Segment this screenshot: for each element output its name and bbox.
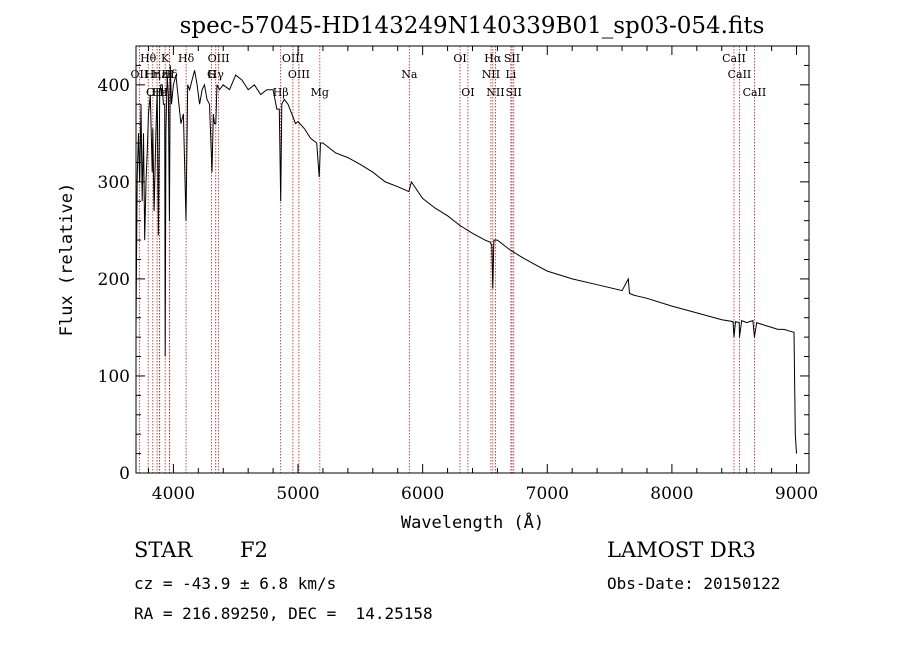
line-marker-label: CaII	[728, 68, 752, 81]
x-tick-label: 4000	[152, 484, 195, 504]
x-tick-label: 8000	[650, 484, 693, 504]
line-marker-label: Hβ	[273, 86, 289, 99]
line-marker-label: NII	[482, 68, 500, 81]
line-marker-label: OIII	[288, 68, 310, 81]
line-marker-label: Hη	[145, 68, 161, 81]
line-marker-label: Na	[401, 68, 418, 81]
line-marker-label: SII	[506, 86, 522, 99]
observation-date: Obs-Date: 20150122	[607, 574, 781, 593]
y-tick-label: 300	[98, 173, 130, 193]
line-marker-label: Hα	[484, 52, 502, 65]
line-marker-label: SII	[504, 52, 520, 65]
y-tick-label: 0	[119, 464, 130, 484]
survey-name: LAMOST DR3	[607, 538, 756, 562]
object-subclass: F2	[240, 538, 268, 562]
line-marker-label: Hθ	[140, 52, 157, 65]
y-axis-ticks: 0 100 200 300 400	[98, 45, 809, 484]
line-marker-label: CaII	[743, 86, 767, 99]
y-tick-label: 100	[98, 367, 130, 387]
y-tick-label: 200	[98, 270, 130, 290]
line-marker-label: OI	[453, 52, 466, 65]
line-marker-label: OIII	[282, 52, 304, 65]
coordinates: RA = 216.89250, DEC = 14.25158	[134, 604, 433, 623]
line-marker-label: Li	[505, 68, 516, 81]
object-class: STAR	[134, 538, 193, 562]
line-marker-label: G	[207, 68, 216, 81]
line-marker-label: OI	[461, 86, 474, 99]
line-marker-label: OIII	[208, 52, 230, 65]
line-marker-label: K	[161, 52, 170, 65]
y-axis-label: Flux (relative)	[57, 183, 77, 337]
line-marker-label: Hε	[152, 68, 168, 81]
emission-line-labels: HθOIIHηHεKHHδOIIIHεHδGOIIIHγHβOIIIOIIIMg…	[131, 52, 767, 99]
line-marker-label: Hγ	[208, 68, 225, 81]
spectrum-line	[135, 65, 797, 454]
plot-frame	[135, 45, 810, 474]
chart-title: spec-57045-HD143249N140339B01_sp03-054.f…	[180, 13, 765, 39]
line-marker-label: H	[165, 68, 175, 81]
x-tick-label: 5000	[276, 484, 319, 504]
x-tick-label: 6000	[401, 484, 444, 504]
line-marker-label: Mg	[311, 86, 329, 99]
x-axis-ticks: 4000 5000 6000 7000 8000 9000	[147, 46, 818, 504]
y-tick-label: 400	[98, 76, 130, 96]
redshift-cz: cz = -43.9 ± 6.8 km/s	[134, 574, 337, 593]
emission-line-markers	[138, 46, 755, 473]
x-axis-label: Wavelength (Å)	[401, 511, 544, 533]
x-tick-label: 7000	[526, 484, 569, 504]
line-marker-label: NII	[486, 86, 504, 99]
line-marker-label: CaII	[722, 52, 746, 65]
line-marker-label: Hδ	[178, 52, 195, 65]
line-marker-label: OII	[131, 68, 149, 81]
x-tick-label: 9000	[775, 484, 818, 504]
